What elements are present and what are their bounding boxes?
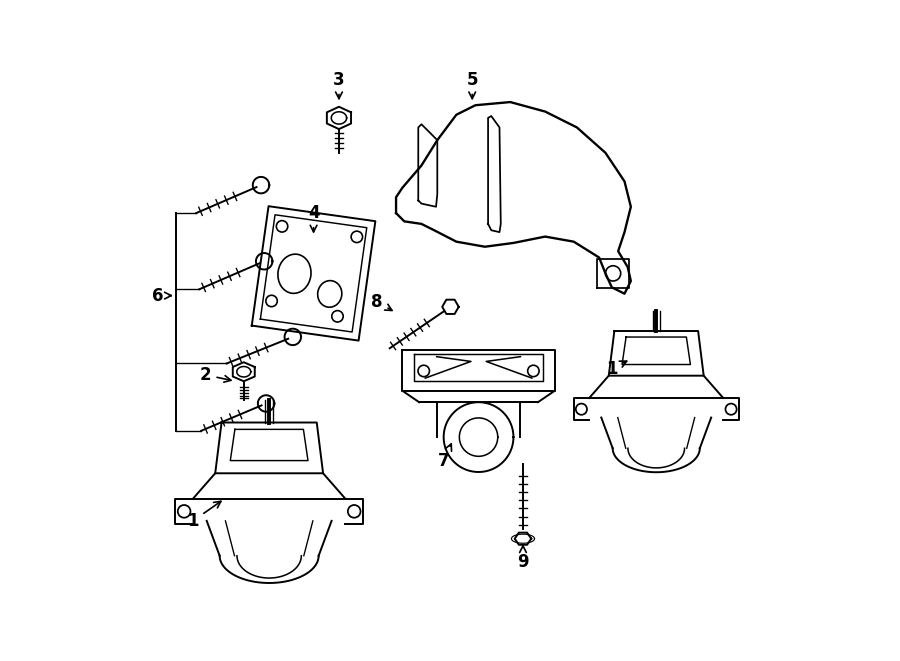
Text: 5: 5 [466,71,478,98]
Text: 8: 8 [372,293,392,311]
Text: 3: 3 [333,71,345,98]
Text: 1: 1 [606,360,626,377]
Text: 6: 6 [152,287,171,305]
Text: 2: 2 [200,366,231,384]
Text: 1: 1 [187,501,220,530]
Text: 7: 7 [437,444,452,469]
Text: 4: 4 [308,204,320,232]
Text: 9: 9 [518,546,529,571]
